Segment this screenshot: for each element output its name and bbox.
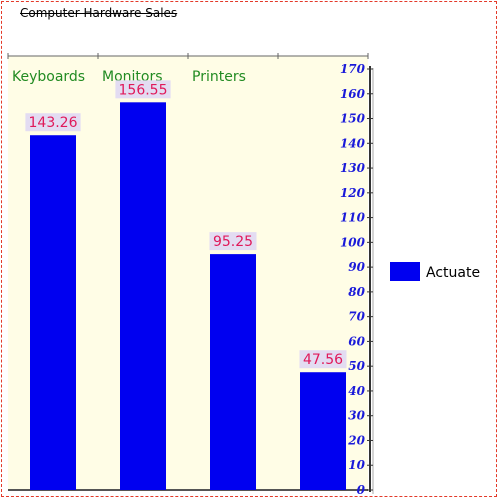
value-label-bg bbox=[209, 232, 257, 251]
y-tick-label: 20 bbox=[347, 433, 365, 447]
legend-swatch bbox=[390, 262, 420, 281]
y-tick-label: 140 bbox=[340, 136, 366, 150]
value-label-bg bbox=[25, 113, 81, 132]
bar bbox=[120, 102, 166, 490]
y-tick-label: 40 bbox=[348, 384, 365, 398]
category-label: Keyboards bbox=[12, 69, 85, 85]
chart-title: Computer Hardware Sales bbox=[20, 6, 178, 20]
legend-label: Actuate bbox=[426, 265, 480, 281]
y-tick-label: 150 bbox=[340, 112, 366, 126]
value-label: 95.25 bbox=[213, 234, 253, 250]
y-tick-label: 50 bbox=[348, 359, 365, 373]
y-tick-label: 30 bbox=[348, 409, 365, 423]
y-tick-label: 160 bbox=[340, 87, 366, 101]
y-tick-label: 60 bbox=[348, 334, 365, 348]
y-tick-label: 10 bbox=[348, 458, 365, 472]
y-tick-label: 90 bbox=[348, 260, 365, 274]
y-tick-label: 80 bbox=[348, 285, 365, 299]
y-tick-label: 0 bbox=[357, 483, 366, 497]
value-label: 47.56 bbox=[303, 352, 343, 368]
category-label: Printers bbox=[192, 69, 246, 85]
value-label-bg bbox=[299, 350, 347, 369]
value-label: 156.55 bbox=[119, 82, 168, 98]
value-label-bg bbox=[115, 80, 171, 99]
value-label: 143.26 bbox=[29, 115, 78, 131]
bar bbox=[30, 135, 76, 490]
y-tick-label: 110 bbox=[340, 211, 366, 225]
y-tick-label: 130 bbox=[340, 161, 366, 175]
y-tick-label: 70 bbox=[348, 310, 365, 324]
y-tick-label: 100 bbox=[340, 235, 366, 249]
bar bbox=[300, 372, 346, 490]
bar bbox=[210, 254, 256, 490]
y-tick-label: 120 bbox=[340, 186, 366, 200]
y-tick-label: 170 bbox=[340, 62, 366, 76]
